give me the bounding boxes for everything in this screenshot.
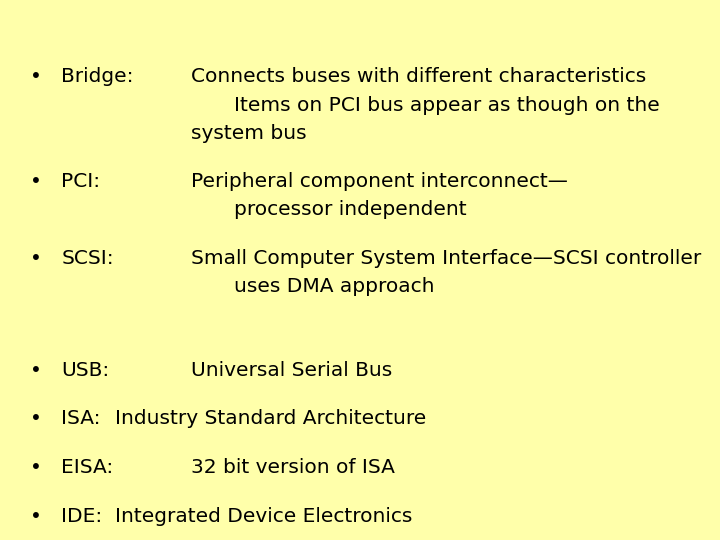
Text: Items on PCI bus appear as though on the: Items on PCI bus appear as though on the	[234, 96, 660, 114]
Text: Industry Standard Architecture: Industry Standard Architecture	[115, 409, 426, 428]
Text: •: •	[30, 507, 42, 525]
Text: processor independent: processor independent	[234, 200, 467, 219]
Text: system bus: system bus	[191, 124, 307, 143]
Text: •: •	[30, 458, 42, 477]
Text: Universal Serial Bus: Universal Serial Bus	[191, 361, 392, 380]
Text: IDE:: IDE:	[61, 507, 102, 525]
Text: •: •	[30, 249, 42, 268]
Text: •: •	[30, 409, 42, 428]
Text: 32 bit version of ISA: 32 bit version of ISA	[191, 458, 395, 477]
Text: Small Computer System Interface—SCSI controller: Small Computer System Interface—SCSI con…	[191, 249, 701, 268]
Text: •: •	[30, 172, 42, 191]
Text: •: •	[30, 361, 42, 380]
Text: EISA:: EISA:	[61, 458, 114, 477]
Text: Peripheral component interconnect—: Peripheral component interconnect—	[191, 172, 567, 191]
Text: SCSI:: SCSI:	[61, 249, 114, 268]
Text: Integrated Device Electronics: Integrated Device Electronics	[115, 507, 413, 525]
Text: uses DMA approach: uses DMA approach	[234, 277, 434, 296]
Text: ISA:: ISA:	[61, 409, 101, 428]
Text: Bridge:: Bridge:	[61, 68, 134, 86]
Text: USB:: USB:	[61, 361, 109, 380]
Text: PCI:: PCI:	[61, 172, 100, 191]
Text: Connects buses with different characteristics: Connects buses with different characteri…	[191, 68, 646, 86]
Text: •: •	[30, 68, 42, 86]
